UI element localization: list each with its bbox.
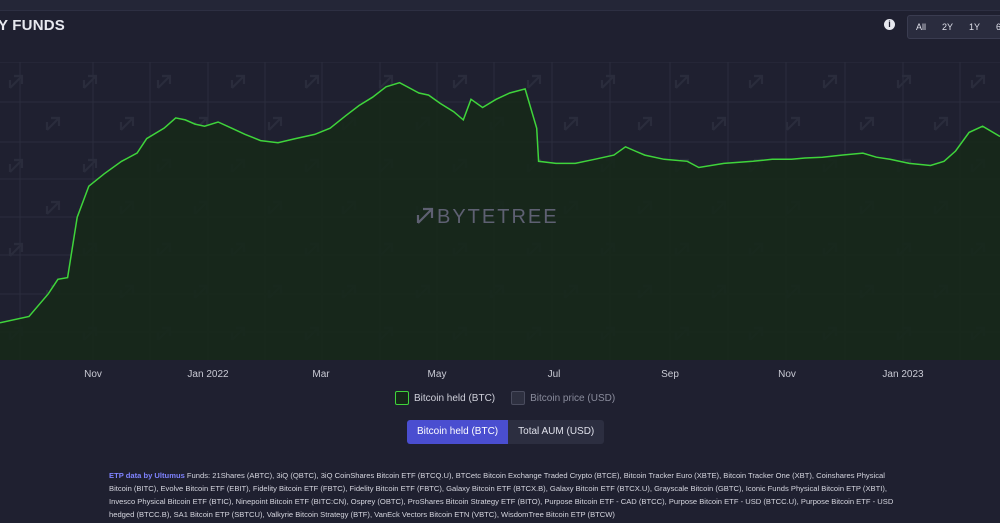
total-aum-toggle-button[interactable]: Total AUM (USD) xyxy=(508,420,605,444)
chart-legend: Bitcoin held (BTC) Bitcoin price (USD) xyxy=(395,391,615,405)
watermark-glyph xyxy=(600,74,616,89)
top-strip xyxy=(0,0,1000,11)
watermark-glyph xyxy=(674,74,690,89)
watermark-glyph xyxy=(8,158,24,173)
series-line xyxy=(0,81,1000,324)
legend-label-price: Bitcoin price (USD) xyxy=(530,392,616,404)
watermark-glyph xyxy=(563,116,579,131)
watermark-glyph xyxy=(267,116,283,131)
x-tick-label: Sep xyxy=(661,369,679,380)
btc-held-toggle-button[interactable]: Bitcoin held (BTC) xyxy=(407,420,509,444)
info-icon[interactable]: i xyxy=(884,19,895,30)
watermark-glyph xyxy=(785,116,801,131)
watermark-glyph xyxy=(859,116,875,131)
watermark-glyph xyxy=(8,74,24,89)
x-tick-label: Mar xyxy=(312,369,330,380)
x-tick-label: Nov xyxy=(778,369,796,380)
watermark-glyph xyxy=(896,74,912,89)
funds-list: Funds: 21Shares (ABTC), 3iQ (QBTC), 3iQ … xyxy=(109,471,894,519)
watermark-arrow-icon xyxy=(416,207,434,224)
legend-label-btc: Bitcoin held (BTC) xyxy=(414,392,496,404)
range-1y-button[interactable]: 1Y xyxy=(969,22,981,32)
ultumus-link[interactable]: ETP data by Ultumus xyxy=(109,471,185,480)
watermark-glyph xyxy=(82,74,98,89)
watermark-glyph xyxy=(970,74,986,89)
x-tick-label: Nov xyxy=(84,369,102,380)
watermark-glyph xyxy=(8,242,24,257)
range-6m-button[interactable]: 6M xyxy=(996,22,1000,32)
watermark-text: BYTETREE xyxy=(437,206,559,228)
watermark-glyph xyxy=(45,200,61,215)
watermark-glyph xyxy=(822,74,838,89)
watermark-glyph xyxy=(933,116,949,131)
series-area xyxy=(0,82,1000,360)
x-tick-label: Jan 2023 xyxy=(882,369,924,380)
watermark-glyph xyxy=(378,74,394,89)
chart-title: Y FUNDS xyxy=(0,17,65,34)
btc-holdings-chart: BYTETREE Nov Jan 2022 Mar May Jul Sep Nov Jan 2… xyxy=(0,62,1000,380)
watermark-glyph xyxy=(304,74,320,89)
watermark-glyph xyxy=(748,74,764,89)
watermark-glyph xyxy=(82,158,98,173)
watermark-glyph xyxy=(156,74,172,89)
x-tick-label: May xyxy=(428,369,447,380)
legend-item-price[interactable]: Bitcoin price (USD) xyxy=(511,391,615,405)
funds-footer: ETP data by Ultumus Funds: 21Shares (ABT… xyxy=(109,469,899,521)
watermark-glyph xyxy=(119,116,135,131)
x-tick-label: Jul xyxy=(548,369,561,380)
watermark-glyph xyxy=(637,116,653,131)
watermark-glyph xyxy=(711,116,727,131)
range-2y-button[interactable]: 2Y xyxy=(942,22,954,32)
legend-item-btc[interactable]: Bitcoin held (BTC) xyxy=(395,391,495,405)
x-axis-ticks: Nov Jan 2022 Mar May Jul Sep Nov Jan 2023 xyxy=(84,369,924,380)
watermark-glyph xyxy=(526,74,542,89)
legend-swatch-btc xyxy=(395,391,409,405)
watermark-glyph xyxy=(45,116,61,131)
metric-toggle: Bitcoin held (BTC) Total AUM (USD) xyxy=(407,420,605,444)
watermark-glyph xyxy=(230,74,246,89)
watermark-logo: BYTETREE xyxy=(416,206,559,228)
range-all-button[interactable]: All xyxy=(916,22,927,32)
range-selector: All 2Y 1Y 6M xyxy=(907,15,1000,39)
legend-swatch-price xyxy=(511,391,526,405)
x-tick-label: Jan 2022 xyxy=(187,369,229,380)
watermark-glyph xyxy=(452,74,468,89)
